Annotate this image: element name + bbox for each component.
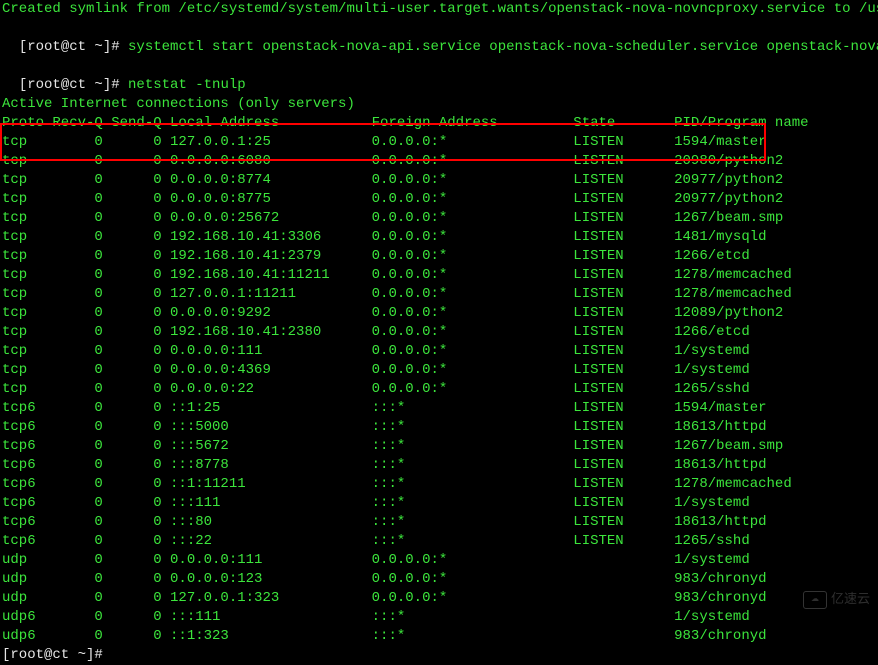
table-row: tcp6 0 0 ::1:25 :::* LISTEN 1594/master: [2, 399, 876, 418]
table-row: udp 0 0 0.0.0.0:111 0.0.0.0:* 1/systemd: [2, 551, 876, 570]
table-row: tcp 0 0 127.0.0.1:25 0.0.0.0:* LISTEN 15…: [2, 133, 876, 152]
prompt: [root@ct ~]#: [19, 77, 128, 93]
table-row: tcp6 0 0 :::5000 :::* LISTEN 18613/httpd: [2, 418, 876, 437]
table-row: tcp 0 0 0.0.0.0:4369 0.0.0.0:* LISTEN 1/…: [2, 361, 876, 380]
table-row: tcp 0 0 0.0.0.0:8774 0.0.0.0:* LISTEN 20…: [2, 171, 876, 190]
table-header: Proto Recv-Q Send-Q Local Address Foreig…: [2, 114, 876, 133]
command-text: systemctl start openstack-nova-api.servi…: [128, 39, 878, 55]
table-row: tcp6 0 0 :::111 :::* LISTEN 1/systemd: [2, 494, 876, 513]
truncated-top-line: Created symlink from /etc/systemd/system…: [2, 0, 876, 19]
table-row: tcp 0 0 192.168.10.41:2379 0.0.0.0:* LIS…: [2, 247, 876, 266]
table-row: tcp6 0 0 :::5672 :::* LISTEN 1267/beam.s…: [2, 437, 876, 456]
table-body: tcp 0 0 127.0.0.1:25 0.0.0.0:* LISTEN 15…: [2, 133, 876, 646]
table-row: tcp 0 0 192.168.10.41:3306 0.0.0.0:* LIS…: [2, 228, 876, 247]
table-row: tcp6 0 0 ::1:11211 :::* LISTEN 1278/memc…: [2, 475, 876, 494]
final-prompt: [root@ct ~]#: [2, 646, 876, 665]
table-row: tcp 0 0 192.168.10.41:11211 0.0.0.0:* LI…: [2, 266, 876, 285]
table-row: tcp 0 0 192.168.10.41:2380 0.0.0.0:* LIS…: [2, 323, 876, 342]
watermark-icon: ☁: [803, 591, 827, 609]
table-row: tcp 0 0 0.0.0.0:25672 0.0.0.0:* LISTEN 1…: [2, 209, 876, 228]
prompt: [root@ct ~]#: [19, 39, 128, 55]
table-row: tcp 0 0 127.0.0.1:11211 0.0.0.0:* LISTEN…: [2, 285, 876, 304]
table-row: tcp 0 0 0.0.0.0:22 0.0.0.0:* LISTEN 1265…: [2, 380, 876, 399]
table-row: tcp 0 0 0.0.0.0:111 0.0.0.0:* LISTEN 1/s…: [2, 342, 876, 361]
table-row: tcp6 0 0 :::80 :::* LISTEN 18613/httpd: [2, 513, 876, 532]
table-row: tcp 0 0 0.0.0.0:6080 0.0.0.0:* LISTEN 20…: [2, 152, 876, 171]
watermark-text: 亿速云: [831, 590, 870, 609]
command-text: netstat -tnulp: [128, 77, 246, 93]
watermark: ☁ 亿速云: [803, 590, 870, 609]
command-line-2: [root@ct ~]# netstat -tnulp: [2, 57, 876, 95]
table-row: udp6 0 0 :::111 :::* 1/systemd: [2, 608, 876, 627]
table-row: tcp 0 0 0.0.0.0:8775 0.0.0.0:* LISTEN 20…: [2, 190, 876, 209]
active-connections-line: Active Internet connections (only server…: [2, 95, 876, 114]
table-row: udp 0 0 0.0.0.0:123 0.0.0.0:* 983/chrony…: [2, 570, 876, 589]
table-row: udp 0 0 127.0.0.1:323 0.0.0.0:* 983/chro…: [2, 589, 876, 608]
table-row: tcp 0 0 0.0.0.0:9292 0.0.0.0:* LISTEN 12…: [2, 304, 876, 323]
table-row: udp6 0 0 ::1:323 :::* 983/chronyd: [2, 627, 876, 646]
command-line-1: [root@ct ~]# systemctl start openstack-n…: [2, 19, 876, 57]
table-row: tcp6 0 0 :::22 :::* LISTEN 1265/sshd: [2, 532, 876, 551]
table-row: tcp6 0 0 :::8778 :::* LISTEN 18613/httpd: [2, 456, 876, 475]
